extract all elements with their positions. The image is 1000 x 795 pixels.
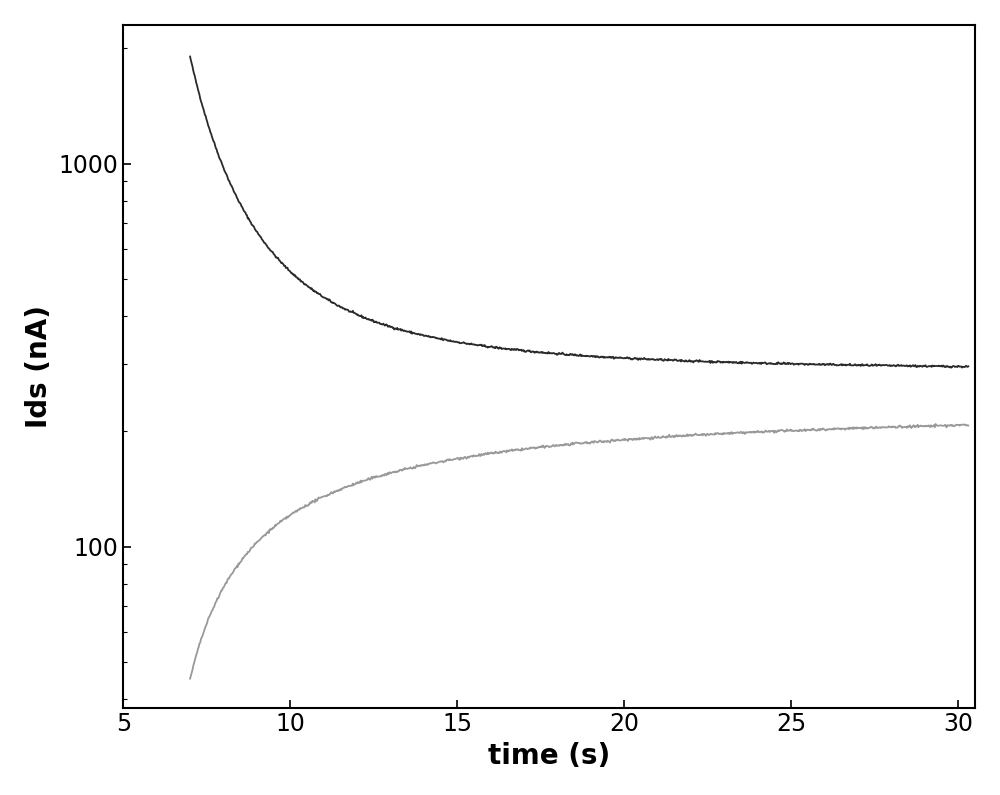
X-axis label: time (s): time (s) <box>488 742 610 770</box>
Y-axis label: Ids (nA): Ids (nA) <box>25 304 53 428</box>
